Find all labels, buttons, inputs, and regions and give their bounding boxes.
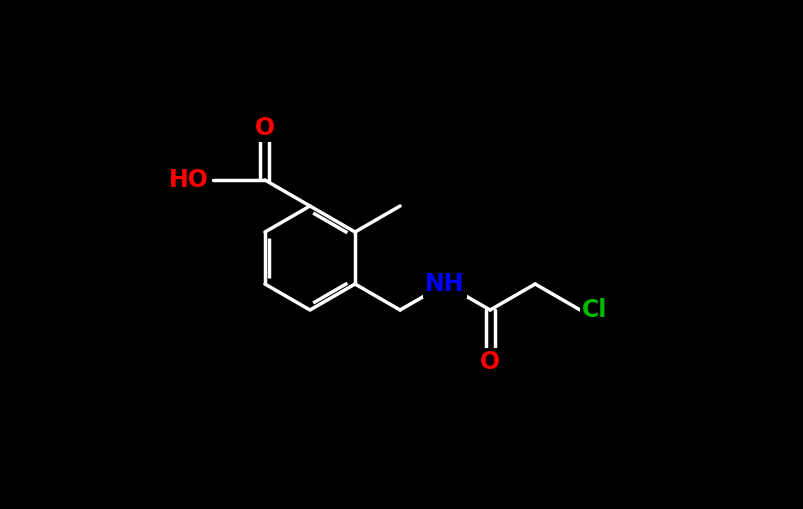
Text: O: O bbox=[479, 350, 499, 374]
Text: NH: NH bbox=[425, 272, 464, 296]
Text: O: O bbox=[255, 116, 275, 140]
Text: HO: HO bbox=[169, 168, 209, 192]
Text: Cl: Cl bbox=[581, 298, 607, 322]
